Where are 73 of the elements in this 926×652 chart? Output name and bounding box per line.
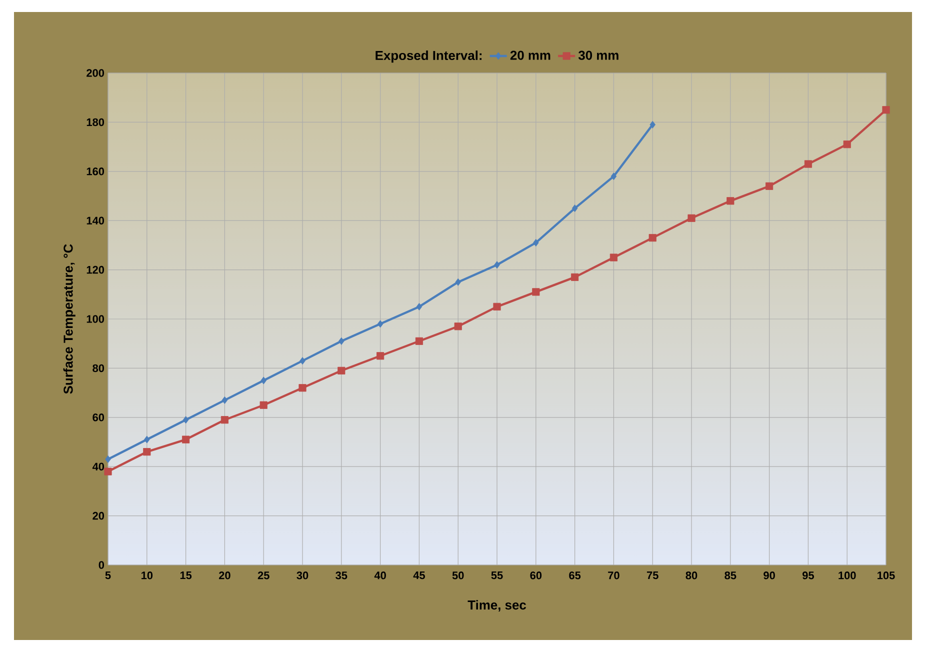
x-tick-label: 80: [686, 572, 698, 580]
point: [338, 337, 344, 345]
point: [804, 160, 812, 168]
point: [455, 278, 461, 286]
point: [882, 106, 890, 114]
point: [220, 416, 228, 424]
point: [494, 261, 500, 269]
point: [688, 214, 696, 222]
y-tick-label: 140: [86, 216, 104, 224]
point: [843, 140, 851, 148]
point: [104, 468, 112, 476]
x-tick-label: 5: [105, 572, 111, 580]
point: [260, 401, 268, 409]
y-tick-label: 80: [92, 364, 104, 372]
y-tick-label: 40: [92, 462, 104, 470]
legend-label: 30 mm: [578, 50, 618, 60]
x-tick-label: 90: [764, 572, 775, 580]
y-tick-label: 20: [92, 512, 104, 520]
x-tick-label: 45: [413, 572, 425, 580]
point: [416, 302, 422, 310]
point: [338, 366, 346, 374]
point: [610, 254, 618, 262]
point: [532, 288, 540, 296]
x-tick-label: 60: [530, 572, 542, 580]
x-tick-label: 35: [336, 572, 348, 580]
point: [376, 352, 384, 360]
point: [144, 436, 150, 444]
point: [610, 172, 617, 180]
point: [572, 204, 578, 212]
y-tick-label: 60: [92, 414, 104, 422]
x-tick-label: 10: [141, 572, 153, 580]
y-axis-title: Surface Temperature, °C: [63, 244, 76, 394]
x-tick-label: 55: [491, 572, 503, 580]
y-tick-label: 200: [86, 69, 104, 77]
x-tick-label: 75: [646, 572, 658, 580]
y-tick-label: 120: [86, 266, 104, 274]
x-tick-label: 40: [374, 572, 386, 580]
point: [493, 302, 501, 310]
point: [415, 337, 423, 345]
x-tick-label: 105: [878, 572, 895, 580]
x-tick-label: 65: [569, 572, 581, 580]
point: [571, 273, 579, 281]
x-tick-label: 100: [838, 572, 856, 580]
point: [105, 455, 111, 464]
x-tick-label: 20: [218, 572, 230, 580]
point: [300, 357, 306, 365]
y-tick-label: 160: [86, 168, 104, 176]
point: [182, 436, 190, 444]
legend-title: Exposed Interval:: [376, 50, 482, 63]
y-tick-label: 100: [86, 315, 104, 323]
y-tick-label: 180: [86, 118, 104, 126]
point: [260, 376, 266, 384]
point: [726, 197, 734, 205]
point: [454, 322, 462, 330]
x-tick-label: 15: [180, 572, 192, 580]
point: [377, 320, 384, 328]
point: [143, 448, 151, 456]
legend-label: 20 mm: [510, 50, 550, 60]
point: [648, 234, 656, 242]
x-tick-label: 50: [452, 572, 464, 580]
x-tick-label: 25: [258, 572, 270, 580]
x-tick-label: 30: [296, 572, 308, 580]
x-tick-label: 70: [608, 572, 620, 580]
point: [650, 120, 656, 128]
point: [182, 416, 189, 424]
x-axis-title: Time, sec: [468, 600, 526, 612]
x-tick-label: 85: [724, 572, 736, 580]
point: [766, 182, 774, 190]
x-tick-label: 95: [802, 572, 814, 580]
point: [298, 384, 306, 392]
y-tick-label: 0: [98, 561, 104, 569]
point: [222, 396, 228, 404]
point: [533, 238, 539, 247]
